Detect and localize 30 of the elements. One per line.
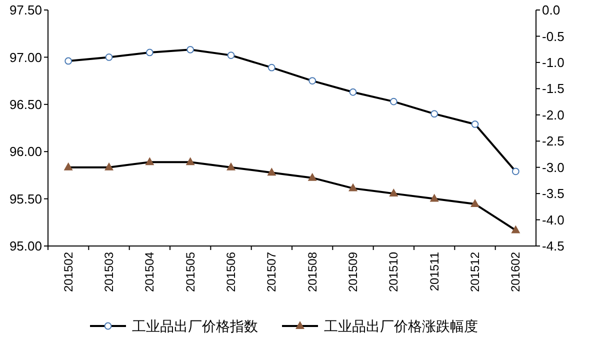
x-tick-label: 201503 xyxy=(102,252,116,292)
y-tick-label: 95.50 xyxy=(9,191,42,206)
legend-label: 工业品出厂价格指数 xyxy=(132,318,258,334)
x-tick-label: 201512 xyxy=(468,252,482,292)
y2-tick-label: -4.0 xyxy=(542,212,564,228)
legend-label: 工业品出厂价格涨跌幅度 xyxy=(324,318,478,334)
x-tick-label: 201511 xyxy=(427,252,442,292)
y-tick-label: 96.00 xyxy=(9,144,42,160)
x-tick-label: 201509 xyxy=(346,252,360,292)
y2-tick-label: -1.0 xyxy=(542,54,564,70)
x-tick-label: 201510 xyxy=(386,252,401,292)
y2-tick-label: -3.5 xyxy=(542,186,564,202)
y2-tick-label: -2.0 xyxy=(542,107,564,122)
y-tick-label: 95.00 xyxy=(9,238,42,254)
y2-tick-label: -0.5 xyxy=(542,28,564,44)
x-tick-label: 201508 xyxy=(305,252,320,292)
y-tick-label: 97.50 xyxy=(9,2,42,18)
x-tick-label: 201504 xyxy=(142,252,157,292)
x-tick-label: 201502 xyxy=(61,252,76,292)
x-tick-label: 201506 xyxy=(224,252,238,292)
x-tick-label: 201602 xyxy=(508,252,523,292)
y-tick-label: 96.50 xyxy=(9,96,42,112)
y2-tick-label: -2.5 xyxy=(542,134,564,149)
y2-tick-label: 0.0 xyxy=(542,2,560,18)
y2-tick-label: -3.0 xyxy=(542,160,564,175)
y2-tick-label: -4.5 xyxy=(542,238,564,254)
x-tick-label: 201507 xyxy=(264,252,279,292)
x-tick-label: 201505 xyxy=(183,252,198,292)
y-tick-label: 97.00 xyxy=(9,50,42,65)
y2-tick-label: -1.5 xyxy=(542,81,564,96)
